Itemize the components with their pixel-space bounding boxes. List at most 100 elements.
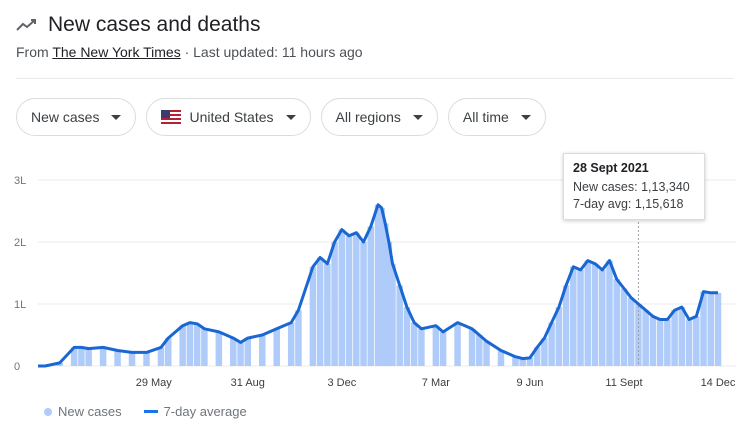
x-tick-label: 14 Dec <box>701 377 736 389</box>
bar <box>664 319 671 366</box>
bar <box>555 307 563 366</box>
bar <box>230 338 237 366</box>
bar <box>439 331 447 366</box>
bar <box>259 335 266 366</box>
bar <box>693 316 700 366</box>
legend-bars-label: New cases <box>58 404 122 419</box>
bar <box>186 322 194 366</box>
bar <box>338 229 346 366</box>
bar <box>468 328 476 366</box>
bar <box>700 291 707 366</box>
bar <box>403 307 411 366</box>
bar <box>432 325 440 366</box>
tooltip-new-cases: New cases: 1,13,340 <box>573 180 690 194</box>
country-label: United States <box>189 109 274 125</box>
bar <box>526 357 534 366</box>
bar <box>381 223 389 366</box>
bar <box>483 341 490 366</box>
bar <box>562 285 570 366</box>
bar <box>367 226 375 366</box>
bar <box>410 322 418 366</box>
bar <box>157 347 165 366</box>
period-dropdown[interactable]: All time <box>447 98 546 136</box>
bar <box>295 310 302 366</box>
bar <box>671 310 678 366</box>
x-tick-label: 3 Dec <box>327 377 356 389</box>
bar <box>143 352 150 366</box>
bar <box>627 297 635 366</box>
bar <box>512 356 519 366</box>
chart-header: New cases and deaths From The New York T… <box>16 10 736 60</box>
cases-chart[interactable]: 0 1L 2L 3L 29 May 31 Aug 3 Dec 7 Mar 9 Jun 11 Sep… <box>0 150 750 400</box>
chevron-down-icon <box>285 114 296 120</box>
source-link[interactable]: The New York Times <box>52 44 181 60</box>
bar <box>707 292 715 366</box>
bar <box>324 263 331 366</box>
bar <box>642 310 649 366</box>
region-dropdown[interactable]: All regions <box>320 98 438 136</box>
bar <box>70 347 78 366</box>
bar <box>685 319 693 366</box>
bar <box>273 328 280 366</box>
period-label: All time <box>462 109 509 125</box>
bar <box>606 260 613 366</box>
bar <box>656 319 664 366</box>
bar <box>360 242 367 366</box>
bar <box>714 292 722 366</box>
metric-dropdown[interactable]: New cases <box>16 98 137 136</box>
chart-legend: New cases 7-day average <box>44 404 247 419</box>
bar <box>331 242 338 366</box>
legend-line-swatch <box>143 410 158 413</box>
bar <box>678 307 686 366</box>
chevron-down-icon <box>412 114 423 120</box>
bar <box>385 242 393 366</box>
x-tick-label: 7 Mar <box>422 377 450 389</box>
series-line-7-day-average <box>38 203 718 368</box>
bar <box>378 207 385 366</box>
bar <box>56 362 63 366</box>
bar <box>193 323 201 366</box>
x-tick-label: 31 Aug <box>231 377 265 389</box>
source-prefix: From <box>16 44 49 60</box>
bar <box>476 335 483 366</box>
legend-line-label: 7-day average <box>163 404 247 419</box>
y-tick-label: 1L <box>14 299 26 311</box>
bar <box>374 204 382 366</box>
bar <box>128 352 136 366</box>
source-line: From The New York Times · Last updated: … <box>16 44 736 60</box>
bar <box>577 269 584 366</box>
x-tick-label: 11 Sept <box>605 377 642 389</box>
tooltip-date: 28 Sept 2021 <box>573 161 649 175</box>
country-dropdown[interactable]: United States <box>146 98 311 136</box>
bar <box>287 322 295 366</box>
bar <box>316 257 324 366</box>
last-updated: · Last updated: 11 hours ago <box>184 44 363 60</box>
x-tick-label: 9 Jun <box>516 377 543 389</box>
bar <box>114 350 121 366</box>
bar <box>164 338 172 366</box>
y-tick-label: 2L <box>14 237 26 249</box>
metric-label: New cases <box>31 109 100 125</box>
bar <box>591 263 599 366</box>
bar <box>78 347 85 366</box>
bar <box>389 263 396 366</box>
tooltip-average: 7-day avg: 1,15,618 <box>573 197 684 211</box>
bar <box>584 260 592 366</box>
y-tick-label: 0 <box>14 361 20 373</box>
bar <box>418 328 425 366</box>
bar <box>353 232 360 366</box>
chevron-down-icon <box>520 114 531 120</box>
x-tick-label: 29 May <box>136 377 173 389</box>
bar <box>548 322 555 366</box>
bar <box>244 338 252 366</box>
bar <box>599 269 606 366</box>
bar <box>533 347 541 366</box>
legend-bar-swatch <box>44 407 52 416</box>
bar <box>519 358 526 366</box>
us-flag-icon <box>161 110 182 124</box>
filter-controls: New cases United States All regions All … <box>16 98 546 136</box>
title-row: New cases and deaths <box>16 10 736 40</box>
bar <box>541 338 548 366</box>
divider <box>16 78 734 79</box>
bar <box>237 342 244 366</box>
